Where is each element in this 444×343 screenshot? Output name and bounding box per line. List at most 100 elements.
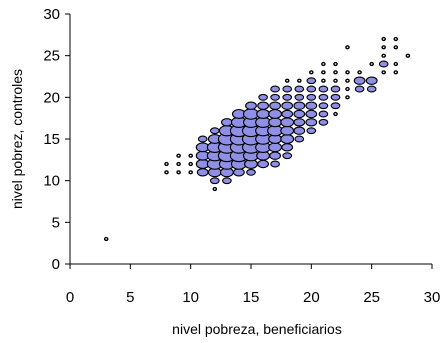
data-point [212,186,218,192]
data-point [369,61,375,67]
data-point [318,118,329,126]
data-point [282,85,293,93]
data-point [305,109,318,119]
data-point [393,70,399,75]
data-point [306,85,317,93]
data-point [293,101,306,110]
data-point [345,70,350,75]
data-point [333,70,338,75]
data-point [393,36,399,42]
x-axis-title: nivel pobreza, beneficiarios [172,321,342,337]
data-point [381,70,387,75]
x-tick-label: 15 [243,289,260,306]
y-tick-label: 25 [43,48,60,65]
data-point [330,102,341,110]
y-tick-label: 20 [43,89,60,106]
data-point [281,143,294,152]
data-point [381,45,387,50]
data-point [268,117,283,128]
y-tick-label: 5 [52,214,60,231]
data-point [345,86,350,92]
data-point [333,61,338,67]
data-point [321,70,326,75]
data-point [269,151,281,160]
data-point [209,177,220,185]
data-point [257,159,269,169]
data-point [188,153,193,158]
data-point [354,85,365,93]
data-point [294,85,305,93]
data-point [345,78,350,83]
y-tick-label: 0 [52,256,60,273]
x-tick-label: 10 [182,289,199,306]
data-point [305,118,318,127]
points-layer [103,36,411,242]
data-point [318,110,329,118]
data-point [306,77,317,85]
data-point [296,78,302,83]
data-point [294,93,305,101]
x-tick-label: 5 [126,289,134,306]
data-point [405,53,411,58]
data-point [222,177,232,185]
y-tick-label: 30 [43,6,60,23]
data-point [293,118,306,127]
data-point [280,117,295,128]
data-point [176,161,181,167]
data-point [306,93,317,101]
y-axis-title: nivel pobrez, controles [9,69,25,209]
data-point [270,85,280,93]
data-point [281,109,294,119]
data-point [188,170,193,175]
x-tick-label: 25 [363,289,380,306]
x-tick-label: 20 [303,289,320,306]
data-point [246,168,256,176]
data-point [293,109,306,119]
data-point [232,168,245,177]
data-point [345,45,350,50]
data-point [220,118,233,127]
data-point [164,161,169,167]
data-point [197,135,208,143]
data-point [330,93,341,101]
data-point [365,76,378,85]
y-tick-label: 15 [43,131,60,148]
data-point [196,168,209,177]
data-point [269,101,281,110]
data-point [321,61,326,67]
data-point [393,61,399,67]
data-point [318,93,329,101]
data-point [333,78,338,83]
data-point [188,161,193,167]
data-point [366,85,377,93]
data-point [268,142,283,153]
data-point [318,102,329,110]
data-point [256,109,271,119]
x-tick-label: 0 [66,289,74,306]
data-point [318,85,329,93]
data-point [378,60,389,68]
data-point [270,160,280,168]
x-tick-label: 30 [424,289,441,306]
data-point [103,236,109,242]
data-point [381,53,387,58]
data-point [176,170,181,175]
data-point [245,101,257,110]
data-point [353,76,366,85]
data-point [345,95,350,100]
data-point [284,78,290,83]
data-point [280,125,295,136]
data-point [293,126,306,135]
data-point [330,85,341,93]
data-point [280,134,295,144]
data-point [257,101,269,110]
x-axis-ticks: 0 5 10 15 20 25 30 [66,264,441,306]
data-point [258,93,268,101]
data-point [294,135,305,143]
data-point [270,93,280,101]
data-point [268,109,283,119]
data-point [381,36,387,42]
data-point [305,101,318,110]
data-point [333,111,338,117]
